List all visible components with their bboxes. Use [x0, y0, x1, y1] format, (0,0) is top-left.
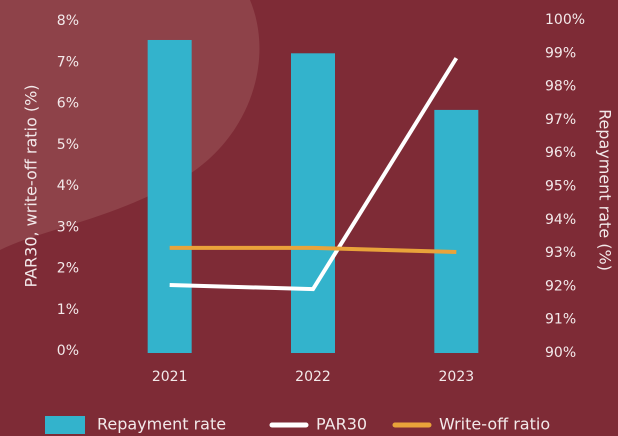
- bar: [291, 53, 335, 354]
- y-axis-title: PAR30, write-off ratio (%): [22, 84, 41, 287]
- legend-swatch: [45, 416, 85, 434]
- legend-label: Repayment rate: [97, 415, 226, 434]
- y-tick-label: 2%: [57, 261, 79, 277]
- x-tick-label: 2022: [295, 369, 331, 385]
- y-tick-label: 5%: [57, 137, 79, 153]
- y2-tick-label: 90%: [545, 345, 576, 361]
- y-tick-label: 1%: [57, 302, 79, 318]
- bar: [147, 39, 192, 353]
- y-tick-label: 4%: [57, 178, 79, 194]
- decoration: [0, 0, 260, 250]
- y2-tick-label: 100%: [545, 12, 585, 28]
- y-tick-label: 0%: [57, 343, 79, 359]
- line: [169, 57, 459, 292]
- y2-tick-label: 96%: [545, 145, 576, 161]
- y2-tick-label: 97%: [545, 112, 576, 128]
- line: [169, 245, 457, 254]
- y-tick-label: 3%: [57, 219, 79, 235]
- y2-tick-label: 95%: [545, 179, 576, 195]
- legend-label: PAR30: [316, 415, 367, 434]
- legend-label: Write-off ratio: [439, 415, 550, 434]
- y-tick-label: 7%: [57, 54, 79, 70]
- x-tick-label: 2023: [439, 369, 475, 385]
- y2-tick-label: 99%: [545, 45, 576, 61]
- y2-tick-label: 93%: [545, 245, 576, 261]
- y2-tick-label: 98%: [545, 79, 576, 95]
- y2-tick-label: 91%: [545, 312, 576, 328]
- y-tick-label: 8%: [57, 13, 79, 29]
- bar: [434, 109, 479, 353]
- y2-tick-label: 92%: [545, 278, 576, 294]
- y-tick-label: 6%: [57, 96, 79, 112]
- y2-axis-title: Repayment rate (%): [596, 109, 615, 271]
- x-tick-label: 2021: [152, 369, 188, 385]
- y2-tick-label: 94%: [545, 212, 576, 228]
